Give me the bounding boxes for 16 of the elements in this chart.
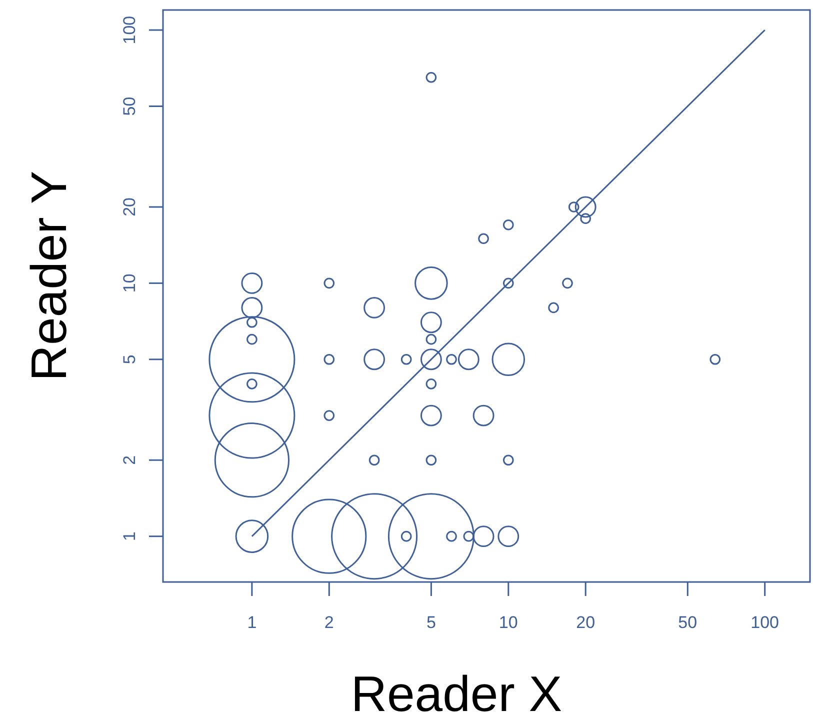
- x-axis-title: Reader X: [350, 666, 562, 722]
- y-tick-label: 20: [120, 198, 139, 216]
- x-tick-label: 2: [324, 613, 334, 632]
- y-tick-label: 2: [120, 455, 139, 465]
- y-tick-label: 100: [120, 16, 139, 44]
- y-tick-label: 10: [120, 274, 139, 293]
- x-tick-label: 100: [750, 613, 780, 632]
- x-tick-label: 50: [678, 613, 698, 632]
- x-tick-label: 20: [576, 613, 596, 632]
- y-tick-label: 1: [120, 532, 139, 542]
- y-tick-label: 50: [120, 96, 139, 116]
- x-tick-label: 5: [426, 613, 436, 632]
- y-tick-label: 5: [120, 354, 139, 364]
- x-tick-label: 10: [498, 613, 518, 632]
- x-tick-label: 1: [247, 613, 257, 632]
- y-axis-title: Reader Y: [21, 170, 77, 382]
